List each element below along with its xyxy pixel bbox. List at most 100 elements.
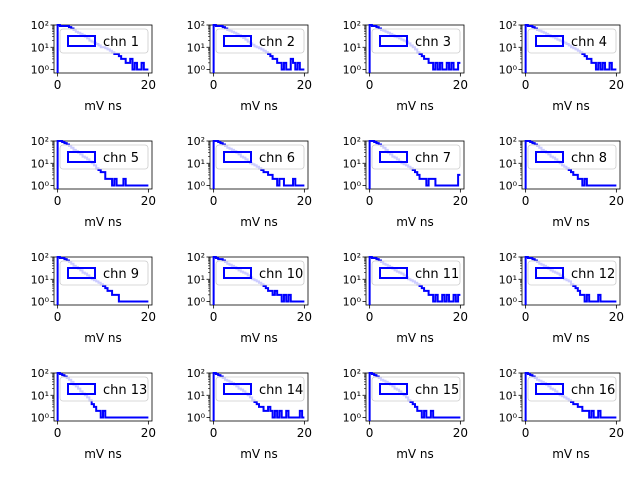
- legend-label: chn 8: [571, 151, 607, 166]
- y-tick-label: 10²: [499, 251, 517, 264]
- y-tick-label: 10²: [187, 367, 205, 380]
- subplot-15: 0 20 10⁰ 10¹ 10² mV ns chn 15: [343, 367, 468, 461]
- x-tick-label: 20: [141, 310, 156, 324]
- x-tick-label: 0: [366, 310, 374, 324]
- subplot-5: 0 20 10⁰ 10¹ 10² mV ns chn 5: [31, 135, 156, 229]
- axes-frame: [365, 140, 465, 190]
- legend-swatch: [379, 383, 408, 395]
- y-tick-label: 10⁰: [31, 64, 50, 77]
- y-tick-label: 10¹: [499, 157, 517, 170]
- x-axis-label: mV ns: [84, 331, 122, 345]
- x-tick-label: 20: [453, 426, 468, 440]
- subplot-12: 0 20 10⁰ 10¹ 10² mV ns chn 12: [499, 251, 624, 345]
- y-tick-label: 10¹: [499, 273, 517, 286]
- axes-frame: [209, 256, 309, 306]
- axes-frame: [521, 372, 621, 422]
- subplot-14: 0 20 10⁰ 10¹ 10² mV ns chn 14: [187, 367, 312, 461]
- legend-swatch: [223, 383, 252, 395]
- y-tick-label: 10⁰: [343, 296, 362, 309]
- axes-frame: [365, 24, 465, 74]
- y-tick-label: 10¹: [187, 41, 205, 54]
- axes-frame: [521, 24, 621, 74]
- axes-frame: [365, 372, 465, 422]
- y-tick-label: 10²: [187, 19, 205, 32]
- y-tick-label: 10¹: [499, 41, 517, 54]
- y-tick-label: 10⁰: [499, 180, 518, 193]
- x-tick-label: 20: [609, 426, 624, 440]
- legend-label: chn 6: [259, 151, 295, 166]
- y-tick-label: 10⁰: [499, 64, 518, 77]
- x-tick-label: 20: [297, 78, 312, 92]
- subplot-4: 0 20 10⁰ 10¹ 10² mV ns chn 4: [499, 19, 624, 113]
- y-tick-label: 10²: [31, 251, 49, 264]
- y-tick-label: 10²: [343, 19, 361, 32]
- y-tick-label: 10¹: [31, 157, 49, 170]
- legend-swatch: [535, 267, 564, 279]
- y-tick-label: 10⁰: [187, 296, 206, 309]
- y-tick-label: 10²: [343, 251, 361, 264]
- x-tick-label: 0: [210, 78, 218, 92]
- legend-label: chn 3: [415, 35, 451, 50]
- y-tick-label: 10²: [31, 19, 49, 32]
- x-tick-label: 0: [522, 194, 530, 208]
- x-tick-label: 0: [54, 426, 62, 440]
- legend-label: chn 7: [415, 151, 451, 166]
- y-tick-label: 10⁰: [343, 412, 362, 425]
- y-tick-label: 10¹: [187, 273, 205, 286]
- x-tick-label: 0: [210, 194, 218, 208]
- x-tick-label: 0: [522, 310, 530, 324]
- x-axis-label: mV ns: [552, 215, 590, 229]
- y-tick-label: 10¹: [499, 389, 517, 402]
- legend-label: chn 4: [571, 35, 607, 50]
- x-tick-label: 20: [609, 78, 624, 92]
- y-tick-label: 10⁰: [499, 412, 518, 425]
- legend-label: chn 2: [259, 35, 295, 50]
- x-axis-label: mV ns: [396, 99, 434, 113]
- legend-label: chn 9: [103, 267, 139, 282]
- x-tick-label: 20: [141, 194, 156, 208]
- legend-swatch: [379, 267, 408, 279]
- legend-swatch: [223, 151, 252, 163]
- x-axis-label: mV ns: [240, 447, 278, 461]
- y-tick-label: 10⁰: [187, 180, 206, 193]
- subplot-8: 0 20 10⁰ 10¹ 10² mV ns chn 8: [499, 135, 624, 229]
- x-tick-label: 20: [609, 310, 624, 324]
- x-tick-label: 0: [54, 310, 62, 324]
- y-tick-label: 10⁰: [343, 64, 362, 77]
- subplot-6: 0 20 10⁰ 10¹ 10² mV ns chn 6: [187, 135, 312, 229]
- subplot-3: 0 20 10⁰ 10¹ 10² mV ns chn 3: [343, 19, 468, 113]
- x-tick-label: 0: [54, 78, 62, 92]
- x-tick-label: 0: [210, 310, 218, 324]
- y-tick-label: 10²: [499, 367, 517, 380]
- legend-label: chn 16: [571, 383, 615, 398]
- axes-frame: [53, 372, 153, 422]
- x-tick-label: 20: [297, 310, 312, 324]
- x-axis-label: mV ns: [396, 447, 434, 461]
- y-tick-label: 10²: [499, 19, 517, 32]
- legend-label: chn 11: [415, 267, 459, 282]
- x-tick-label: 20: [297, 194, 312, 208]
- legend-swatch: [223, 267, 252, 279]
- x-axis-label: mV ns: [240, 99, 278, 113]
- y-tick-label: 10¹: [343, 273, 361, 286]
- y-tick-label: 10⁰: [499, 296, 518, 309]
- x-axis-label: mV ns: [396, 331, 434, 345]
- y-tick-label: 10¹: [187, 157, 205, 170]
- subplot-9: 0 20 10⁰ 10¹ 10² mV ns chn 9: [31, 251, 156, 345]
- subplot-16: 0 20 10⁰ 10¹ 10² mV ns chn 16: [499, 367, 624, 461]
- legend-swatch: [67, 267, 96, 279]
- subplot-1: 0 20 10⁰ 10¹ 10² mV ns chn 1: [31, 19, 156, 113]
- y-tick-label: 10¹: [31, 273, 49, 286]
- axes-frame: [53, 140, 153, 190]
- legend-label: chn 13: [103, 383, 147, 398]
- y-tick-label: 10⁰: [187, 64, 206, 77]
- x-tick-label: 0: [54, 194, 62, 208]
- subplot-13: 0 20 10⁰ 10¹ 10² mV ns chn 13: [31, 367, 156, 461]
- subplot-2: 0 20 10⁰ 10¹ 10² mV ns chn 2: [187, 19, 312, 113]
- axes-frame: [521, 140, 621, 190]
- legend-swatch: [535, 151, 564, 163]
- y-tick-label: 10¹: [343, 41, 361, 54]
- y-tick-label: 10⁰: [31, 296, 50, 309]
- x-tick-label: 0: [522, 426, 530, 440]
